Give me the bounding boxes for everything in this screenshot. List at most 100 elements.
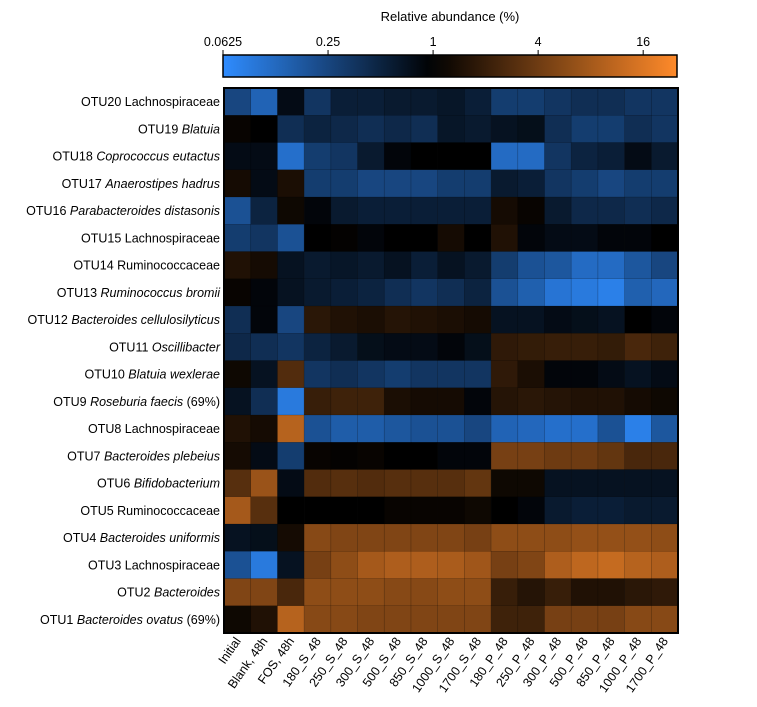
row-label: OTU9 Roseburia faecis (69%): [53, 395, 220, 409]
heatmap-cell: [330, 197, 358, 225]
heatmap-cell: [437, 442, 465, 470]
heatmap-cell: [571, 224, 599, 252]
heatmap-cell: [571, 142, 599, 171]
heatmap-cell: [384, 442, 412, 470]
heatmap-cell: [544, 442, 572, 470]
heatmap-cell: [304, 278, 332, 307]
heatmap-cell: [277, 169, 305, 198]
heatmap-cell: [544, 578, 572, 607]
heatmap-cell: [384, 333, 412, 361]
heatmap-cell: [224, 169, 252, 198]
heatmap-cell: [304, 551, 332, 579]
heatmap-cell: [384, 115, 412, 143]
heatmap-cell: [491, 442, 519, 470]
heatmap-cell: [624, 251, 652, 280]
heatmap-cell: [277, 578, 305, 607]
heatmap-cell: [224, 415, 252, 443]
heatmap-cell: [304, 360, 332, 389]
row-label: OTU11 Oscillibacter: [109, 340, 221, 354]
heatmap-cell: [517, 224, 545, 252]
heatmap-cell: [410, 197, 438, 225]
heatmap-cell: [464, 142, 492, 171]
heatmap-cell: [250, 605, 278, 634]
heatmap-cell: [491, 224, 519, 252]
heatmap-cell: [624, 197, 652, 225]
heatmap-cell: [464, 551, 492, 579]
heatmap-cell: [357, 115, 385, 143]
heatmap-cell: [330, 224, 358, 252]
heatmap-cell: [224, 360, 252, 389]
heatmap-cell: [544, 142, 572, 171]
heatmap-cell: [357, 387, 385, 416]
heatmap-cell: [651, 387, 679, 416]
heatmap-cell: [304, 496, 332, 525]
colorbar-tick-label: 16: [636, 35, 650, 49]
row-label: OTU18 Coprococcus eutactus: [53, 150, 220, 164]
heatmap-cell: [624, 551, 652, 579]
row-label: OTU4 Bacteroides uniformis: [63, 531, 220, 545]
heatmap-cell: [384, 496, 412, 525]
heatmap-cell: [437, 387, 465, 416]
row-label: OTU10 Blatuia wexlerae: [85, 368, 221, 382]
heatmap-cell: [437, 551, 465, 579]
heatmap-cell: [491, 496, 519, 525]
row-label: OTU17 Anaerostipes hadrus: [62, 177, 220, 191]
heatmap-cell: [224, 524, 252, 552]
row-label: OTU5 Ruminococcaceae: [80, 504, 220, 518]
heatmap-cell: [651, 197, 679, 225]
heatmap-cell: [224, 551, 252, 579]
heatmap-cell: [277, 605, 305, 634]
heatmap-cell: [410, 224, 438, 252]
heatmap-cell: [464, 333, 492, 361]
heatmap-cell: [330, 88, 358, 116]
heatmap-cell: [517, 251, 545, 280]
heatmap-cell: [410, 605, 438, 634]
heatmap-cell: [651, 88, 679, 116]
heatmap-cell: [250, 578, 278, 607]
colorbar-tick-label: 4: [535, 35, 542, 49]
heatmap-cell: [464, 197, 492, 225]
heatmap-cell: [464, 387, 492, 416]
heatmap-cell: [491, 551, 519, 579]
heatmap-cell: [304, 88, 332, 116]
row-label: OTU8 Lachnospiraceae: [88, 422, 220, 436]
heatmap-cell: [624, 306, 652, 334]
heatmap-cell: [224, 442, 252, 470]
heatmap-cell: [624, 578, 652, 607]
heatmap-cell: [597, 415, 625, 443]
row-label: OTU7 Bacteroides plebeius: [67, 449, 220, 463]
heatmap-cell: [437, 496, 465, 525]
heatmap-cell: [651, 415, 679, 443]
heatmap-cell: [624, 605, 652, 634]
heatmap-cell: [250, 115, 278, 143]
heatmap-cell: [517, 169, 545, 198]
heatmap-cell: [624, 469, 652, 498]
heatmap-cell: [464, 360, 492, 389]
heatmap-cell: [304, 251, 332, 280]
colorbar-ticks: 0.0625 0.25 1 4 16: [204, 35, 650, 55]
heatmap-cell: [437, 524, 465, 552]
heatmap-cell: [491, 197, 519, 225]
heatmap-cell: [517, 524, 545, 552]
row-label: OTU1 Bacteroides ovatus (69%): [40, 613, 220, 627]
heatmap-cell: [624, 142, 652, 171]
heatmap-cell: [464, 496, 492, 525]
heatmap-cell: [330, 251, 358, 280]
heatmap-cell: [330, 442, 358, 470]
row-label: OTU19 Blatuia: [138, 122, 220, 136]
heatmap-cell: [491, 415, 519, 443]
heatmap-cell: [304, 115, 332, 143]
heatmap-cell: [464, 605, 492, 634]
heatmap-cell: [517, 306, 545, 334]
heatmap-cell: [277, 551, 305, 579]
heatmap-cell: [330, 387, 358, 416]
heatmap-cell: [304, 142, 332, 171]
heatmap-cell: [384, 306, 412, 334]
heatmap-cell: [517, 415, 545, 443]
heatmap-cell: [597, 333, 625, 361]
heatmap-cell: [330, 169, 358, 198]
heatmap-cell: [410, 524, 438, 552]
heatmap-cell: [544, 278, 572, 307]
heatmap-cell: [384, 524, 412, 552]
heatmap-cell: [651, 442, 679, 470]
